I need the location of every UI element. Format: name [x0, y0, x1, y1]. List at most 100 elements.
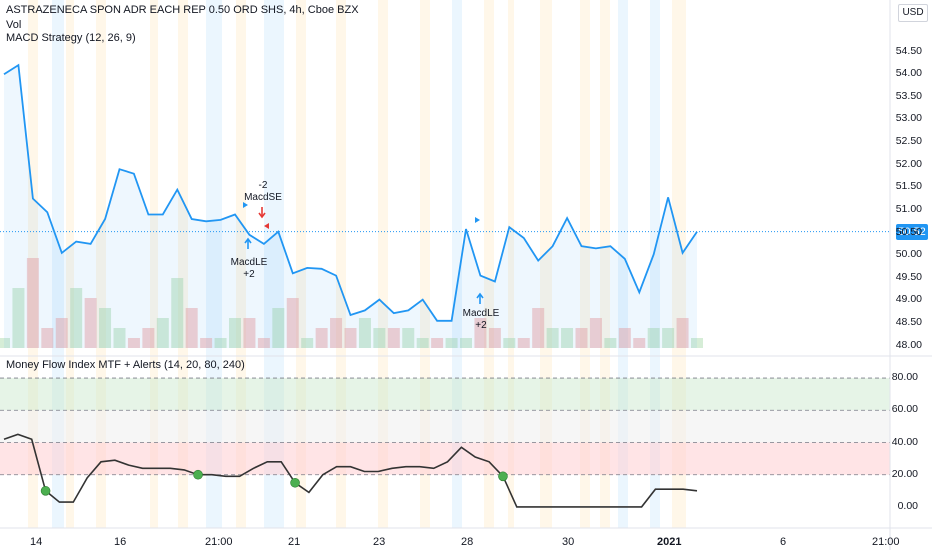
- mfi-legend[interactable]: Money Flow Index MTF + Alerts (14, 20, 8…: [6, 359, 245, 371]
- volume-bar: [575, 328, 588, 348]
- volume-bar: [344, 328, 357, 348]
- session-stripe: [150, 0, 158, 528]
- session-stripe: [484, 0, 494, 528]
- volume-bar: [142, 328, 155, 348]
- signal-line1: MacdLE: [462, 308, 500, 319]
- volume-bar: [460, 338, 472, 348]
- price-tick-label: 50.50: [895, 225, 922, 238]
- time-tick-label: 21:00: [205, 536, 233, 548]
- volume-bar: [12, 288, 25, 348]
- price-tick-label: 48.00: [895, 338, 922, 351]
- volume-bar: [589, 318, 602, 348]
- time-tick-label: 21:00: [872, 536, 900, 548]
- volume-bar: [70, 288, 83, 348]
- signal-line2: +2: [475, 320, 487, 331]
- volume-bar: [200, 338, 213, 348]
- volume-bar: [99, 308, 112, 348]
- session-stripe: [378, 0, 388, 528]
- strategy-legend[interactable]: MACD Strategy (12, 26, 9): [6, 32, 136, 44]
- volume-bar: [503, 338, 516, 348]
- volume-bar: [229, 318, 241, 348]
- price-tick-label: 54.00: [895, 67, 922, 80]
- volume-bar: [41, 328, 54, 348]
- signal-line2: MacdSE: [244, 192, 282, 203]
- long-arrow: [244, 237, 252, 249]
- volume-bar: [474, 318, 487, 348]
- mfi-signal-dot: [498, 471, 508, 482]
- session-stripe: [206, 0, 222, 528]
- chart-title: ASTRAZENECA SPON ADR EACH REP 0.50 ORD S…: [6, 4, 359, 16]
- session-stripe: [650, 0, 660, 528]
- session-stripe: [52, 0, 64, 528]
- session-background: [28, 0, 686, 528]
- entry-marker: [264, 223, 269, 229]
- mfi-signal-dot: [290, 477, 300, 488]
- mfi-line: [3, 433, 698, 508]
- volume-bar: [286, 298, 299, 348]
- session-stripe: [336, 0, 346, 528]
- volume-bar: [214, 338, 227, 348]
- time-tick-label: 28: [461, 536, 474, 548]
- price-tick-label: 50.00: [895, 248, 922, 261]
- sig-short-label: -2 MacdSE: [238, 180, 288, 204]
- volume-bar: [127, 338, 140, 348]
- volume-bar: [113, 328, 126, 348]
- volume-bar: [315, 328, 328, 348]
- sig-long1-label: MacdLE +2: [224, 257, 274, 281]
- volume-bar: [55, 318, 68, 348]
- session-stripe: [420, 0, 430, 528]
- session-stripe: [672, 0, 686, 528]
- volume-bar: [358, 318, 371, 348]
- volume-bar: [546, 328, 559, 348]
- volume-bar: [488, 328, 501, 348]
- volume-bar: [662, 328, 675, 348]
- signal-line2: +2: [243, 269, 255, 280]
- volume-bars: [0, 258, 703, 348]
- mfi-signal-dot: [193, 469, 203, 480]
- volume-bar: [561, 328, 574, 348]
- volume-bar: [156, 318, 169, 348]
- volume-bar: [431, 338, 444, 348]
- mfi-signal-dots: [40, 469, 508, 496]
- short-arrow: [258, 207, 266, 219]
- volume-bar: [691, 338, 703, 348]
- price-tick-label: 48.50: [895, 316, 922, 329]
- price-tick-label: 51.50: [895, 180, 922, 193]
- price-tick-label: 49.50: [895, 270, 922, 283]
- time-tick-label: 16: [114, 536, 127, 548]
- mfi-tick-label: 40.00: [891, 435, 918, 448]
- session-stripe: [600, 0, 610, 528]
- volume-bar: [387, 328, 400, 348]
- price-area-fill: [4, 65, 697, 348]
- volume-bar: [532, 308, 545, 348]
- price-tick-label: 49.00: [895, 293, 922, 306]
- price-tick-label: 54.50: [895, 44, 922, 57]
- session-stripe: [96, 0, 106, 528]
- volume-bar: [402, 328, 415, 348]
- session-stripe: [508, 0, 514, 528]
- session-stripe: [296, 0, 306, 528]
- volume-bar: [243, 318, 256, 348]
- session-stripe: [580, 0, 590, 528]
- volume-bar: [416, 338, 429, 348]
- time-tick-label: 14: [30, 536, 43, 548]
- volume-bar: [171, 278, 184, 348]
- signal-line1: -2: [258, 180, 268, 191]
- entry-marker: [475, 217, 480, 223]
- session-stripe: [28, 0, 38, 528]
- time-tick-label: 23: [373, 536, 386, 548]
- price-line: [3, 63, 698, 322]
- session-stripe: [618, 0, 628, 528]
- volume-bar: [84, 298, 97, 348]
- mfi-signal-dot: [40, 486, 51, 496]
- time-tick-label: 6: [780, 536, 787, 548]
- sig-long2-label: MacdLE +2: [456, 308, 506, 332]
- oversold-band: [0, 442, 890, 475]
- volume-bar: [445, 338, 458, 348]
- price-tick-label: 53.00: [895, 112, 922, 125]
- volume-bar: [373, 328, 386, 348]
- currency-selector[interactable]: USD: [898, 4, 928, 22]
- mfi-tick-label: 60.00: [891, 403, 918, 416]
- volume-bar: [330, 318, 343, 348]
